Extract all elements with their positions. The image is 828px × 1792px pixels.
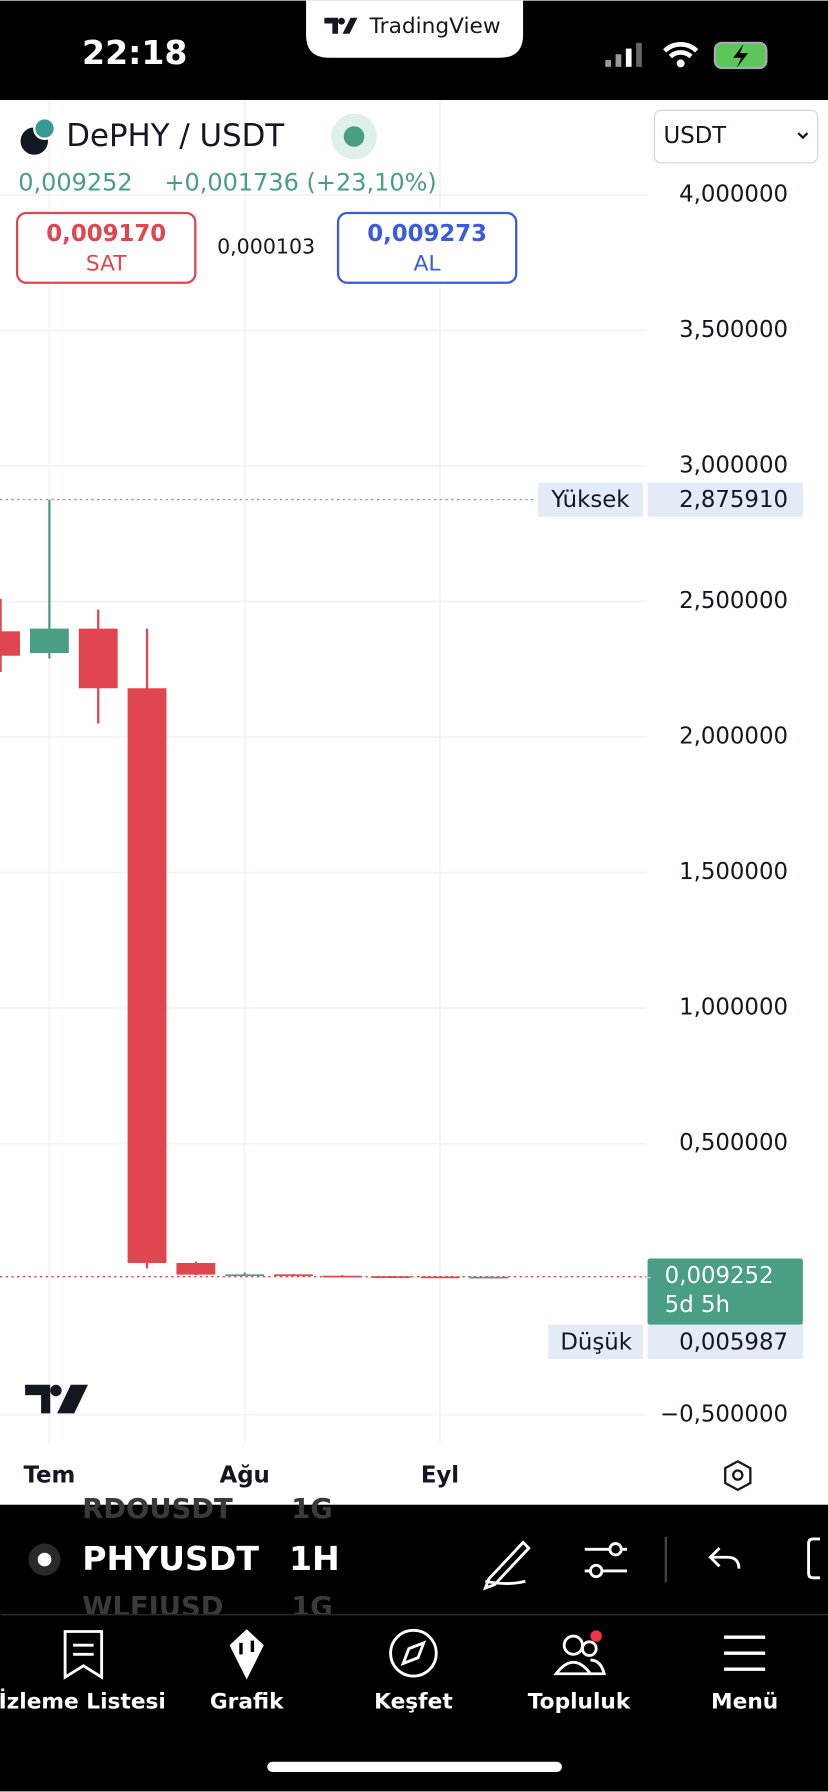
wifi <box>663 42 699 59</box>
notification-dot <box>590 1630 602 1642</box>
watermark <box>25 1384 88 1414</box>
y-tick-label: 3,500000 <box>679 317 788 343</box>
chart: −0,500000 0,500000 1,000000 1,500000 2,00000… <box>0 99 803 1489</box>
x-tick-label: Tem <box>23 1463 75 1489</box>
high-label-bg <box>537 482 643 517</box>
nav-item[interactable]: Topluluk <box>528 1689 631 1714</box>
last-price-bg <box>647 1258 803 1325</box>
watchlist-icon <box>63 1630 104 1680</box>
low-value: 0,005987 <box>679 1329 788 1355</box>
tv-logo <box>324 17 358 34</box>
candle-body <box>176 1262 216 1275</box>
low-value-bg <box>647 1324 803 1359</box>
chart-icon <box>229 1629 264 1680</box>
undo[interactable] <box>708 1547 741 1569</box>
y-tick-label: 0,500000 <box>679 1130 788 1156</box>
signal <box>605 42 642 67</box>
sell-label: SAT <box>86 251 127 276</box>
price: 0,009252 <box>18 168 132 196</box>
clock: 22:18 <box>82 33 187 72</box>
buy-button[interactable] <box>336 211 518 284</box>
last-price: 0,009252 <box>665 1263 774 1289</box>
nav-item[interactable]: İzleme Listesi <box>0 1688 166 1714</box>
candle-body <box>469 1276 509 1279</box>
y-tick-label: 2,000000 <box>679 724 788 750</box>
y-tick-label: 1,000000 <box>679 995 788 1021</box>
x-tick-label: Eyl <box>421 1463 459 1489</box>
sell-price: 0,009170 <box>46 221 166 247</box>
change: +0,001736 (+23,10%) <box>164 168 436 196</box>
high-label: Yüksek <box>550 487 630 513</box>
sell-button[interactable] <box>15 211 197 284</box>
home-indicator <box>267 1761 562 1772</box>
app-name: TradingView <box>369 14 501 39</box>
candle-body <box>0 631 20 656</box>
toolbar-symbol[interactable]: PHYUSDT <box>82 1539 259 1578</box>
nav-border <box>1 1614 828 1616</box>
y-tick-label: 3,000000 <box>679 452 788 478</box>
app-pill <box>306 0 524 58</box>
market-open <box>343 126 365 147</box>
high-value-bg <box>647 482 803 517</box>
chevron <box>797 132 809 140</box>
explore-icon <box>389 1628 438 1678</box>
buy-label: AL <box>414 251 441 276</box>
explore-needle <box>400 1640 427 1666</box>
behind-interval: 1G <box>291 1494 333 1525</box>
community-icon <box>581 1640 598 1657</box>
chart-icon-candles <box>239 1640 255 1655</box>
watermark-dot <box>50 1384 62 1397</box>
charging <box>733 44 749 68</box>
toolbar-interval[interactable]: 1H <box>289 1539 340 1578</box>
candle-body <box>127 688 167 1263</box>
tv-logo-dot <box>338 17 345 25</box>
spread: 0,000103 <box>217 234 315 258</box>
candle-body <box>78 628 118 689</box>
candle-body <box>225 1274 265 1277</box>
wifi-dot <box>676 59 685 68</box>
indicators-knob <box>608 1542 623 1557</box>
low-label: Düşük <box>560 1329 632 1355</box>
y-tick-label: 2,500000 <box>679 588 788 614</box>
nav-item[interactable]: Menü <box>711 1689 778 1714</box>
community-body <box>553 1658 606 1676</box>
symbol-icon-inner <box>37 1552 52 1567</box>
candle-body <box>322 1275 362 1278</box>
x-tick-label: Ağu <box>220 1463 270 1489</box>
menu-icon <box>724 1635 766 1671</box>
candle-body <box>371 1276 411 1278</box>
buy-price: 0,009273 <box>367 221 487 247</box>
symbol: DePHY / USDT <box>66 118 284 154</box>
coin-badge <box>33 117 56 140</box>
low-label-bg <box>548 1324 643 1359</box>
settings[interactable] <box>724 1460 752 1492</box>
candle-body <box>274 1274 313 1277</box>
countdown: 5d 5h <box>665 1292 730 1318</box>
behind-symbol: RDOUSDT <box>82 1494 233 1525</box>
nav-item[interactable]: Keşfet <box>374 1689 453 1714</box>
more[interactable] <box>807 1537 821 1580</box>
currency: USDT <box>664 123 728 149</box>
y-tick-label: 4,000000 <box>679 181 788 207</box>
toolbar <box>0 1504 828 1615</box>
settings-center <box>732 1469 744 1481</box>
y-tick-label: 1,500000 <box>679 859 788 885</box>
indicators-knob <box>589 1563 604 1579</box>
candle-body <box>29 628 69 654</box>
high-value: 2,875910 <box>679 487 788 513</box>
currency-select[interactable] <box>653 109 819 164</box>
nav-item[interactable]: Grafik <box>210 1689 284 1714</box>
y-tick-label: −0,500000 <box>660 1401 788 1427</box>
draw-tool[interactable] <box>482 1540 531 1591</box>
